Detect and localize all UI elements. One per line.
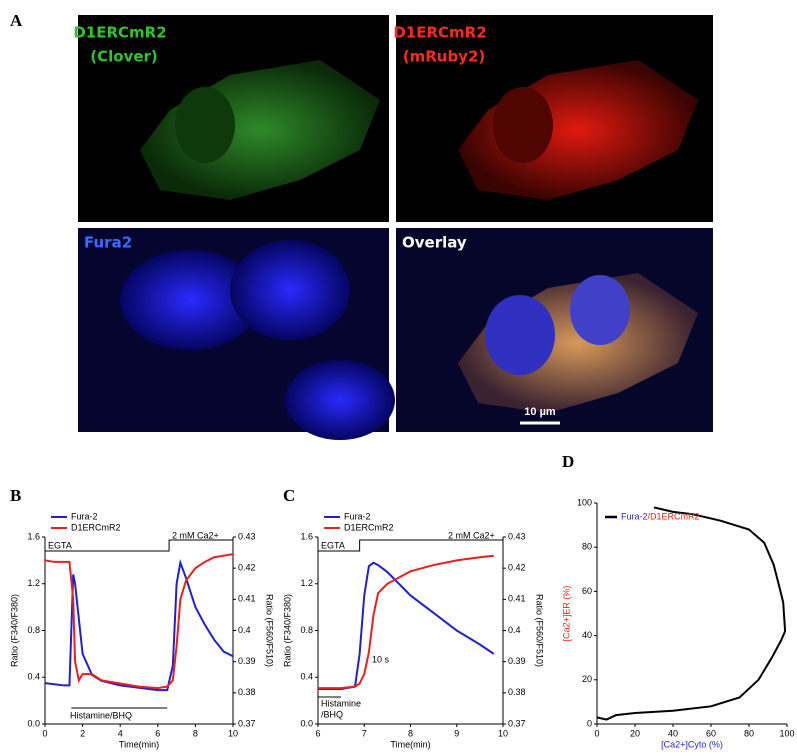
- x-axis-label: [Ca2+]Cyto (%): [661, 739, 723, 749]
- series-line: [44, 558, 234, 692]
- y-axis-label: [Ca2+]ER (%): [561, 586, 571, 642]
- legend-label: D1ERCmR2: [344, 522, 394, 532]
- x-tick-label: 4: [118, 728, 123, 738]
- nucleus: [493, 87, 553, 163]
- legend-label: D1ERCmR2: [71, 522, 121, 532]
- y2-tick-label: 0.37: [238, 718, 256, 728]
- series-line: [318, 561, 495, 690]
- x-tick-label: 10: [498, 728, 508, 738]
- x-axis-label: Time(min): [390, 739, 430, 749]
- y2-tick-label: 0.4: [238, 625, 251, 635]
- x-tick-label: 6: [155, 728, 160, 738]
- x-tick-label: 9: [454, 728, 459, 738]
- y2-tick-label: 0.41: [238, 594, 256, 604]
- x-tick-label: 8: [408, 728, 413, 738]
- y2-tick-label: 0.4: [508, 625, 521, 635]
- image-label: Overlay: [402, 234, 467, 252]
- legend-label: Fura-2: [71, 511, 98, 521]
- legend-label: Fura-2: [621, 511, 648, 521]
- y2-tick-label: 0.39: [238, 656, 256, 666]
- treatment-bar: [318, 539, 503, 552]
- y2-tick-label: 0.37: [508, 718, 526, 728]
- image-label: D1ERCmR2: [73, 24, 166, 42]
- y2-tick-label: 0.43: [238, 531, 256, 541]
- y2-axis-label: Ratio (F560/F510): [535, 594, 545, 667]
- series-line: [318, 554, 494, 690]
- nucleus: [230, 240, 350, 340]
- micrographs: [78, 15, 713, 440]
- panel-label: A: [10, 11, 23, 30]
- annotation: Histamine: [321, 698, 361, 708]
- legend-label: Fura-2: [344, 511, 371, 521]
- x-tick-label: 7: [362, 728, 367, 738]
- y-tick-label: 100: [577, 497, 592, 507]
- series-line: [44, 553, 234, 690]
- nucleus: [175, 87, 235, 163]
- treatment-bar: [45, 539, 233, 552]
- y2-axis-label: Ratio (F560/F510): [265, 594, 275, 667]
- annotation: 2 mM Ca2+: [448, 530, 495, 540]
- y-tick-label: 0.0: [27, 718, 40, 728]
- annotation: EGTA: [321, 540, 345, 550]
- annotation: 2 mM Ca2+: [172, 530, 219, 540]
- scale-bar-label: 10 µm: [524, 406, 556, 418]
- image-label: (mRuby2): [403, 48, 486, 66]
- image-label: (Clover): [90, 48, 158, 66]
- series-line: [596, 506, 787, 721]
- y-tick-label: 1.6: [300, 531, 313, 541]
- x-tick-label: 8: [193, 728, 198, 738]
- y-tick-label: 80: [582, 542, 592, 552]
- legend-label: /D1ERCmR2: [648, 511, 700, 521]
- nucleus: [570, 275, 630, 345]
- nucleus: [285, 360, 395, 440]
- nucleus: [485, 295, 555, 375]
- x-tick-label: 10: [228, 728, 238, 738]
- y-axis-label: Ratio (F340/F380): [9, 594, 19, 667]
- y2-tick-label: 0.39: [508, 656, 526, 666]
- image-label: D1ERCmR2: [393, 24, 486, 42]
- image-label: Fura2: [84, 234, 132, 252]
- nucleus: [120, 250, 260, 350]
- y-tick-label: 60: [582, 586, 592, 596]
- panel-label: D: [562, 452, 574, 471]
- y-tick-label: 1.6: [27, 531, 40, 541]
- y-tick-label: 0.0: [300, 718, 313, 728]
- x-tick-label: 80: [744, 728, 754, 738]
- y2-tick-label: 0.41: [508, 594, 526, 604]
- x-tick-label: 0: [594, 728, 599, 738]
- y2-tick-label: 0.38: [508, 687, 526, 697]
- y2-tick-label: 0.42: [238, 563, 256, 573]
- panel-label: B: [10, 486, 21, 505]
- x-axis-label: Time(min): [119, 739, 159, 749]
- panel-label: C: [283, 486, 295, 505]
- y-tick-label: 1.2: [300, 578, 313, 588]
- annotation: Histamine/BHQ: [70, 710, 132, 720]
- y-tick-label: 40: [582, 630, 592, 640]
- x-tick-label: 6: [315, 728, 320, 738]
- y-tick-label: 0.4: [27, 672, 40, 682]
- x-tick-label: 60: [706, 728, 716, 738]
- annotation: 10 s: [372, 654, 390, 664]
- y-tick-label: 0.8: [27, 625, 40, 635]
- y-tick-label: 1.2: [27, 578, 40, 588]
- x-tick-label: 40: [668, 728, 678, 738]
- x-tick-label: 100: [779, 728, 794, 738]
- x-tick-label: 0: [42, 728, 47, 738]
- y2-tick-label: 0.42: [508, 563, 526, 573]
- y-tick-label: 20: [582, 674, 592, 684]
- x-tick-label: 2: [80, 728, 85, 738]
- y-tick-label: 0: [587, 718, 592, 728]
- y2-tick-label: 0.43: [508, 531, 526, 541]
- y-tick-label: 0.4: [300, 672, 313, 682]
- annotation: /BHQ: [321, 709, 343, 719]
- y2-tick-label: 0.38: [238, 687, 256, 697]
- y-axis-label: Ratio (F340/F380): [282, 594, 292, 667]
- x-tick-label: 20: [630, 728, 640, 738]
- annotation: EGTA: [48, 540, 72, 550]
- y-tick-label: 0.8: [300, 625, 313, 635]
